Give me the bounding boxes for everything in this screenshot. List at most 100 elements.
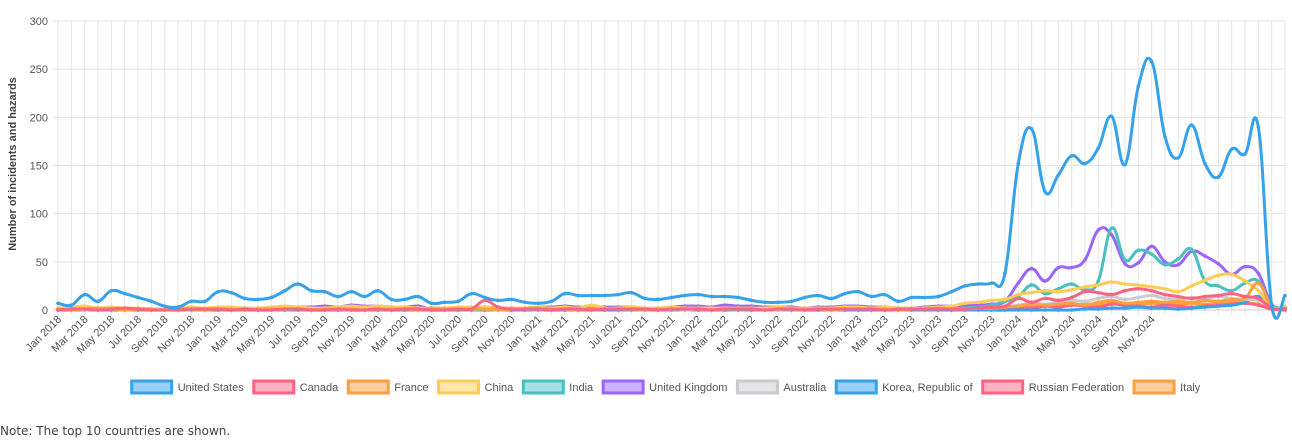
- data-point[interactable]: [829, 307, 834, 311]
- data-point[interactable]: [362, 305, 367, 309]
- data-point[interactable]: [1176, 262, 1181, 267]
- data-point[interactable]: [563, 291, 567, 296]
- data-point[interactable]: [896, 307, 901, 311]
- data-point[interactable]: [416, 307, 420, 311]
- data-point[interactable]: [1256, 271, 1261, 276]
- data-point[interactable]: [1136, 248, 1141, 253]
- data-point[interactable]: [776, 307, 780, 311]
- data-point[interactable]: [1109, 292, 1114, 297]
- data-point[interactable]: [1123, 288, 1127, 293]
- data-point[interactable]: [589, 303, 594, 307]
- data-point[interactable]: [1189, 300, 1194, 305]
- data-point[interactable]: [1096, 228, 1101, 232]
- data-point[interactable]: [469, 307, 474, 311]
- legend-item-australia[interactable]: Australia: [735, 379, 827, 395]
- data-point[interactable]: [242, 296, 247, 301]
- data-point[interactable]: [229, 308, 234, 312]
- data-point[interactable]: [843, 307, 847, 311]
- legend-item-canada[interactable]: Canada: [252, 379, 339, 395]
- data-point[interactable]: [589, 293, 594, 298]
- data-point[interactable]: [1203, 278, 1207, 282]
- data-point[interactable]: [522, 300, 527, 305]
- data-point[interactable]: [96, 308, 100, 312]
- data-point[interactable]: [736, 295, 740, 300]
- data-point[interactable]: [376, 304, 380, 308]
- data-point[interactable]: [883, 308, 887, 312]
- data-point[interactable]: [1043, 189, 1047, 194]
- data-point[interactable]: [1083, 303, 1087, 307]
- data-point[interactable]: [496, 298, 500, 303]
- data-point[interactable]: [1163, 306, 1167, 310]
- data-point[interactable]: [1109, 298, 1114, 303]
- data-point[interactable]: [309, 308, 314, 312]
- data-point[interactable]: [1136, 305, 1141, 309]
- data-point[interactable]: [1056, 287, 1061, 291]
- data-point[interactable]: [1216, 284, 1221, 288]
- data-point[interactable]: [1016, 304, 1021, 308]
- data-point[interactable]: [1069, 282, 1074, 286]
- data-point[interactable]: [1163, 262, 1167, 267]
- data-point[interactable]: [549, 299, 554, 304]
- data-point[interactable]: [216, 307, 220, 311]
- data-point[interactable]: [1043, 288, 1047, 293]
- data-point[interactable]: [1149, 299, 1154, 304]
- legend-item-india[interactable]: India: [521, 379, 594, 395]
- legend-item-united-states[interactable]: United States: [130, 379, 245, 395]
- data-point[interactable]: [416, 294, 420, 299]
- data-point[interactable]: [1043, 279, 1047, 283]
- data-point[interactable]: [843, 291, 847, 296]
- data-point[interactable]: [976, 306, 981, 310]
- data-point[interactable]: [1216, 299, 1221, 304]
- data-point[interactable]: [1123, 301, 1127, 306]
- data-point[interactable]: [522, 307, 527, 311]
- data-point[interactable]: [1003, 297, 1007, 302]
- data-point[interactable]: [616, 292, 620, 297]
- data-point[interactable]: [549, 308, 554, 312]
- data-point[interactable]: [1149, 306, 1154, 310]
- data-point[interactable]: [536, 307, 540, 311]
- data-point[interactable]: [109, 288, 114, 293]
- data-point[interactable]: [603, 307, 607, 311]
- data-point[interactable]: [776, 300, 780, 305]
- data-point[interactable]: [629, 307, 634, 311]
- data-point[interactable]: [162, 308, 167, 312]
- data-point[interactable]: [696, 307, 700, 311]
- data-point[interactable]: [656, 308, 660, 312]
- data-point[interactable]: [442, 308, 447, 312]
- data-point[interactable]: [909, 307, 914, 311]
- data-point[interactable]: [82, 307, 87, 311]
- data-point[interactable]: [189, 299, 194, 304]
- data-point[interactable]: [216, 289, 220, 294]
- data-point[interactable]: [949, 304, 954, 308]
- data-point[interactable]: [1109, 280, 1114, 284]
- data-point[interactable]: [1216, 293, 1221, 298]
- data-point[interactable]: [242, 307, 247, 311]
- data-point[interactable]: [389, 308, 394, 312]
- data-point[interactable]: [1269, 303, 1274, 307]
- legend-item-united-kingdom[interactable]: United Kingdom: [601, 379, 727, 395]
- data-point[interactable]: [763, 300, 767, 305]
- data-point[interactable]: [402, 297, 407, 302]
- data-point[interactable]: [1029, 266, 1034, 271]
- data-point[interactable]: [669, 295, 674, 300]
- data-point[interactable]: [1016, 281, 1021, 285]
- data-point[interactable]: [629, 290, 634, 295]
- data-point[interactable]: [282, 307, 287, 311]
- data-point[interactable]: [923, 307, 927, 311]
- data-point[interactable]: [429, 301, 434, 306]
- data-point[interactable]: [723, 303, 727, 307]
- data-point[interactable]: [1096, 146, 1101, 150]
- legend-item-china[interactable]: China: [437, 379, 515, 395]
- data-point[interactable]: [1096, 307, 1101, 311]
- data-point[interactable]: [336, 307, 340, 311]
- data-point[interactable]: [1229, 272, 1234, 277]
- data-point[interactable]: [1069, 298, 1074, 303]
- data-point[interactable]: [269, 308, 274, 312]
- data-point[interactable]: [122, 306, 127, 310]
- data-point[interactable]: [1149, 288, 1154, 293]
- data-point[interactable]: [869, 307, 874, 311]
- data-point[interactable]: [1096, 279, 1101, 283]
- data-point[interactable]: [1176, 294, 1181, 299]
- data-point[interactable]: [1123, 162, 1127, 167]
- data-point[interactable]: [576, 293, 580, 298]
